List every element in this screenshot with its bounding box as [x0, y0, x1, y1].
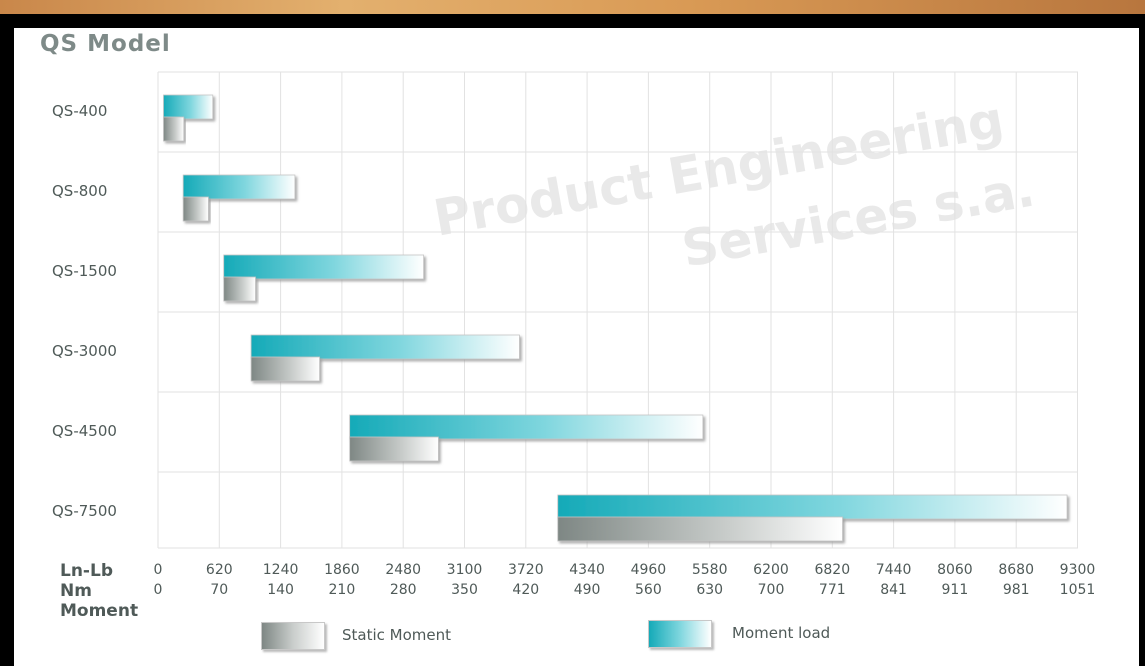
- bar-moment-load-qs-4500: [349, 414, 704, 440]
- tick-label-lnlb: 9300: [1059, 562, 1096, 578]
- tick-label-lnlb: 7440: [875, 562, 912, 578]
- tick-label-nm: 420: [512, 582, 540, 598]
- tick-label-nm: 70: [210, 582, 229, 598]
- bar-static-moment-qs-400: [163, 116, 185, 142]
- tick-label-lnlb: 8060: [937, 562, 973, 578]
- legend-label-moment-load: Moment load: [732, 624, 831, 642]
- bar-moment-load-qs-800: [182, 174, 296, 200]
- tick-label-lnlb: 4960: [630, 562, 667, 578]
- tick-label-lnlb: 620: [205, 562, 233, 578]
- bar-static-moment-qs-1500: [223, 276, 256, 302]
- tick-label-nm: 1051: [1059, 582, 1096, 598]
- category-label: QS-1500: [52, 262, 117, 280]
- chart-title: QS Model: [40, 31, 171, 57]
- tick-label-nm: 841: [880, 582, 907, 598]
- tick-label-lnlb: 5580: [691, 562, 728, 578]
- tick-label-nm: 630: [696, 582, 724, 598]
- category-label: QS-400: [52, 102, 108, 120]
- tick-label-lnlb: 3720: [507, 562, 544, 578]
- bar-moment-load-qs-7500: [557, 494, 1068, 520]
- tick-label-nm: 210: [328, 582, 356, 598]
- chart-panel: [14, 28, 1139, 666]
- category-label: QS-800: [52, 182, 108, 200]
- bar-moment-load-qs-3000: [250, 334, 520, 360]
- tick-label-lnlb: 1240: [262, 562, 299, 578]
- tick-label-nm: 771: [818, 582, 846, 598]
- tick-label-nm: 350: [451, 582, 478, 598]
- tick-label-nm: 700: [757, 582, 785, 598]
- axis-label-nm: Nm: [60, 581, 92, 601]
- tick-label-lnlb: 0: [153, 562, 163, 578]
- tick-label-lnlb: 6820: [814, 562, 851, 578]
- bar-moment-load-qs-1500: [223, 254, 424, 280]
- tick-label-nm: 0: [153, 582, 163, 598]
- tick-label-nm: 981: [1002, 582, 1030, 598]
- bar-static-moment-qs-7500: [557, 516, 843, 542]
- category-label: QS-3000: [52, 342, 117, 360]
- tick-label-lnlb: 2480: [385, 562, 422, 578]
- bars: [163, 94, 1068, 542]
- category-label: QS-4500: [52, 422, 117, 440]
- legend-swatch-static-moment: [261, 622, 325, 650]
- axis-label-lnlb: Ln-Lb: [60, 561, 113, 581]
- tick-label-lnlb: 3100: [446, 562, 483, 578]
- tick-label-lnlb: 8680: [998, 562, 1035, 578]
- tick-label-lnlb: 6200: [753, 562, 789, 578]
- grid-lines: [157, 71, 1078, 549]
- axis-title-moment: Moment: [60, 601, 139, 621]
- legend-swatch-moment-load: [648, 620, 712, 648]
- bar-static-moment-qs-3000: [250, 356, 320, 382]
- tick-label-nm: 490: [573, 582, 601, 598]
- bar-moment-load-qs-400: [163, 94, 214, 120]
- tick-label-nm: 280: [389, 582, 417, 598]
- tick-label-nm: 560: [635, 582, 662, 598]
- tick-label-nm: 140: [267, 582, 294, 598]
- tick-label-nm: 911: [941, 582, 969, 598]
- tick-label-lnlb: 4340: [569, 562, 605, 578]
- category-label: QS-7500: [52, 502, 117, 520]
- legend-label-static-moment: Static Moment: [342, 626, 452, 644]
- bar-static-moment-qs-800: [182, 196, 209, 222]
- tick-label-lnlb: 1860: [324, 562, 360, 578]
- bar-static-moment-qs-4500: [349, 436, 439, 462]
